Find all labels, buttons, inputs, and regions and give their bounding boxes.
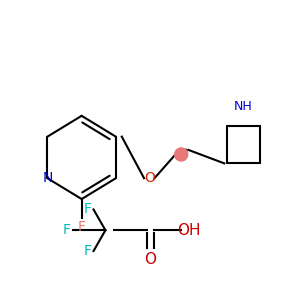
Text: O: O xyxy=(144,253,156,268)
Text: N: N xyxy=(42,171,52,185)
Text: F: F xyxy=(63,223,71,237)
Text: F: F xyxy=(84,244,92,258)
Text: F: F xyxy=(78,220,86,234)
Text: F: F xyxy=(84,202,92,216)
Circle shape xyxy=(175,148,188,161)
Text: OH: OH xyxy=(177,223,200,238)
Text: O: O xyxy=(145,171,155,185)
Text: NH: NH xyxy=(234,100,253,113)
